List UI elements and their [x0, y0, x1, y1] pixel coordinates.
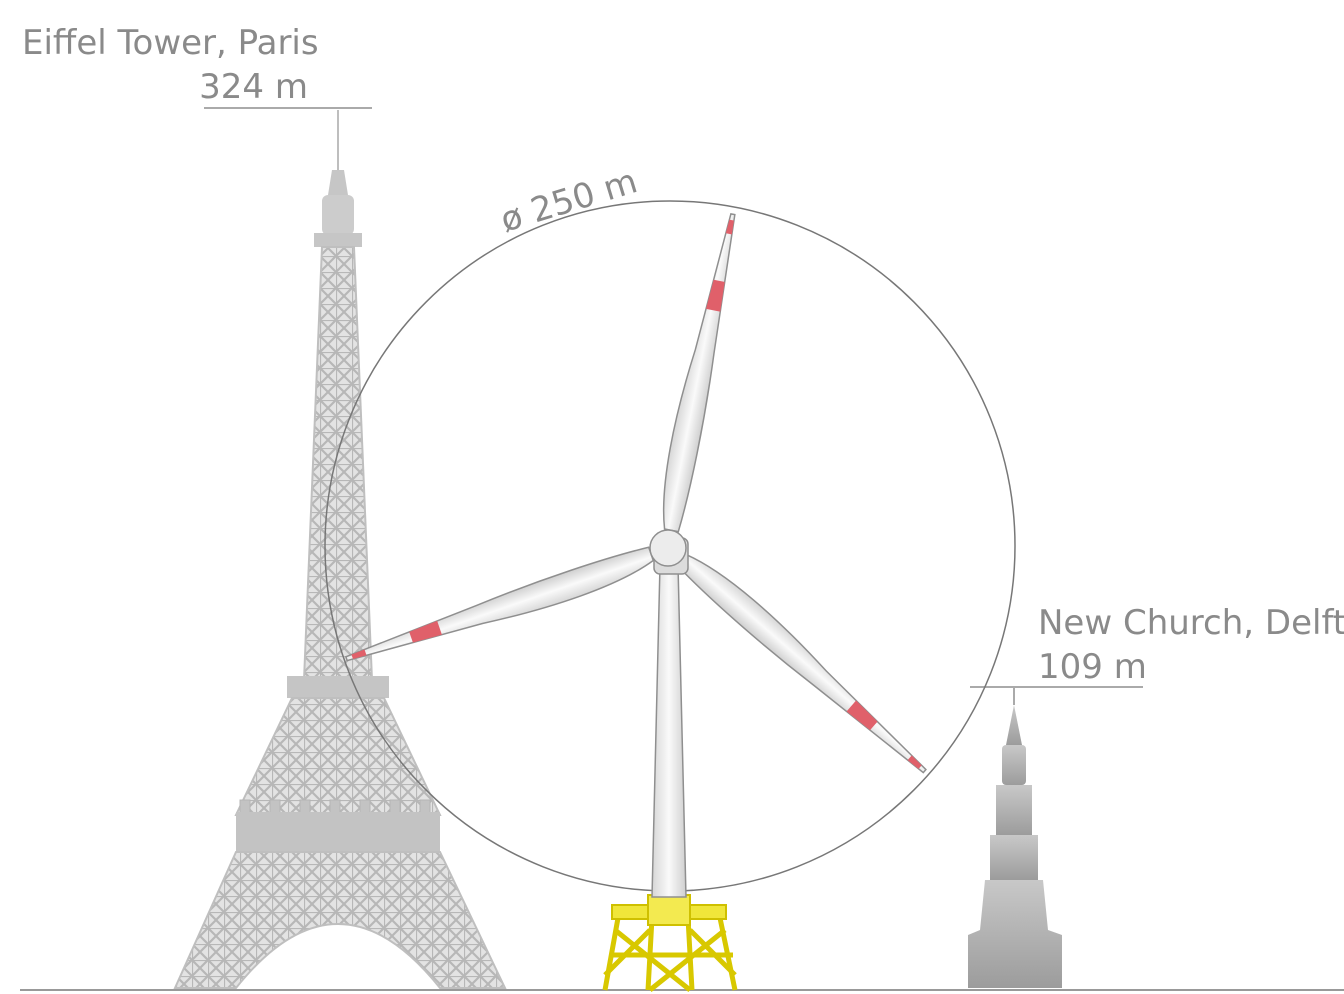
jacket-foundation: [602, 894, 738, 992]
eiffel-tower: [173, 110, 507, 989]
rotor-diameter: ø 250 m: [496, 161, 642, 240]
rotor: [340, 210, 938, 786]
eiffel-height: 324 m: [199, 67, 308, 107]
new-church: [968, 688, 1062, 988]
turbine-tower: [651, 564, 687, 898]
church-name: New Church, Delft: [1038, 603, 1344, 643]
church-height: 109 m: [1038, 647, 1147, 687]
eiffel-name: Eiffel Tower, Paris: [22, 23, 319, 63]
